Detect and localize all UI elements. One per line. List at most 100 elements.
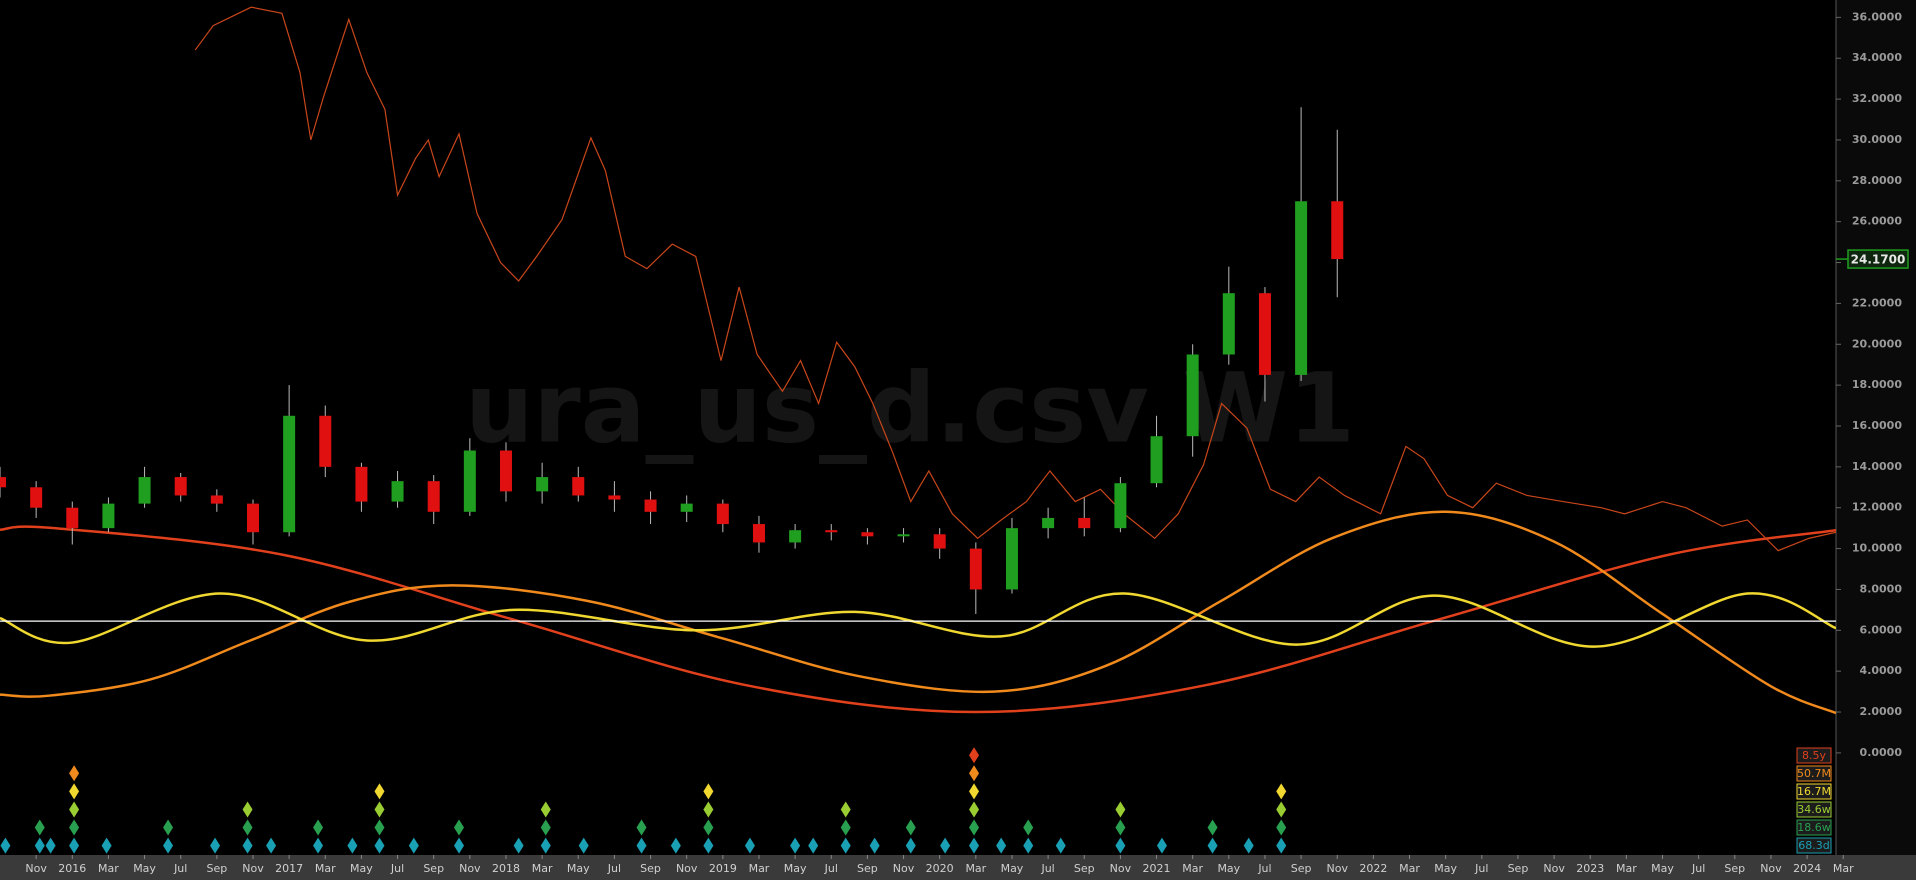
x-tick-label: Nov — [1760, 862, 1782, 875]
time-axis-bar — [0, 855, 1916, 880]
candle-body — [174, 477, 187, 496]
trough-diamond — [101, 837, 112, 854]
candle-body — [499, 450, 512, 492]
x-tick-label: Nov — [1327, 862, 1349, 875]
y-tick-label: 18.0000 — [1852, 378, 1902, 391]
y-tick-label: 34.0000 — [1852, 51, 1902, 64]
trough-diamond — [969, 783, 980, 800]
trough-diamond — [969, 765, 980, 782]
candle-body — [246, 503, 259, 533]
x-tick-label: May — [1651, 862, 1674, 875]
x-tick-label: Jul — [1040, 862, 1054, 875]
trough-diamond — [1276, 837, 1287, 854]
trough-diamond — [905, 819, 916, 836]
x-tick-label: May — [784, 862, 807, 875]
watermark: ura_us_d.csv W1 — [465, 352, 1355, 464]
trough-diamond — [69, 783, 80, 800]
y-tick-label: 6.0000 — [1860, 623, 1903, 636]
trough-diamond — [408, 837, 419, 854]
x-tick-label: Mar — [1616, 862, 1637, 875]
x-tick-label: 2021 — [1143, 862, 1171, 875]
x-tick-label: Jul — [607, 862, 621, 875]
cycle-legend-label: 16.7M — [1797, 785, 1831, 798]
candle-body — [969, 548, 982, 590]
trough-diamond — [1023, 819, 1034, 836]
candle-body — [1005, 528, 1018, 590]
trough-diamond — [45, 837, 56, 854]
x-tick-label: 2017 — [275, 862, 303, 875]
cycle-legend-label: 8.5y — [1802, 749, 1826, 762]
trough-diamond — [69, 819, 80, 836]
x-tick-label: Sep — [857, 862, 878, 875]
x-tick-label: May — [1434, 862, 1457, 875]
x-tick-label: Mar — [315, 862, 336, 875]
x-tick-label: Sep — [1724, 862, 1745, 875]
candle-body — [1150, 436, 1163, 484]
candle-body — [680, 503, 693, 512]
candle-body — [0, 477, 6, 488]
trough-diamond — [242, 819, 253, 836]
cycle-wave — [0, 510, 1836, 715]
y-tick-label: 2.0000 — [1860, 705, 1903, 718]
x-tick-label: Mar — [965, 862, 986, 875]
candle-body — [1331, 201, 1344, 260]
x-tick-label: 2020 — [926, 862, 954, 875]
trough-diamond — [969, 747, 980, 764]
trough-diamond — [1207, 837, 1218, 854]
y-tick-label: 32.0000 — [1852, 92, 1902, 105]
x-tick-label: Sep — [640, 862, 661, 875]
trough-diamond — [869, 837, 880, 854]
trough-diamond — [636, 837, 647, 854]
trough-diamond — [210, 837, 221, 854]
y-tick-label: 22.0000 — [1852, 296, 1902, 309]
cycle-legend-box — [1796, 801, 1832, 818]
x-tick-label: Nov — [459, 862, 481, 875]
trough-diamond — [313, 819, 324, 836]
cycle-legend-box — [1796, 837, 1832, 854]
trough-diamond — [454, 819, 464, 836]
x-tick-label: May — [133, 862, 156, 875]
candle-body — [66, 507, 79, 529]
candle-body — [391, 481, 404, 502]
x-tick-label: 2016 — [58, 862, 86, 875]
x-tick-label: Nov — [25, 862, 47, 875]
trough-diamond — [540, 837, 551, 854]
trough-diamond — [905, 837, 916, 854]
candle-body — [536, 477, 549, 492]
y-tick-label: 14.0000 — [1852, 460, 1902, 473]
x-tick-label: Jul — [1474, 862, 1488, 875]
x-tick-label: May — [350, 862, 373, 875]
candle-body — [716, 503, 729, 525]
x-tick-label: Mar — [1833, 862, 1854, 875]
x-tick-label: 2019 — [709, 862, 737, 875]
y-tick-label: 28.0000 — [1852, 174, 1902, 187]
candle-body — [1258, 293, 1271, 375]
trough-diamond — [670, 837, 681, 854]
trough-diamond — [266, 837, 277, 854]
candle-body — [1078, 517, 1091, 529]
x-tick-label: Sep — [1291, 862, 1312, 875]
trough-diamond — [1207, 819, 1218, 836]
x-tick-label: May — [1217, 862, 1240, 875]
trough-diamond — [374, 819, 385, 836]
cycle-legend-label: 34.6w — [1797, 803, 1831, 816]
trough-diamond — [969, 837, 980, 854]
cycle-legend-box — [1796, 819, 1832, 836]
x-tick-label: Sep — [206, 862, 227, 875]
candle-body — [427, 481, 440, 512]
candle-body — [608, 495, 621, 500]
x-tick-label: Nov — [242, 862, 264, 875]
y-tick-label: 8.0000 — [1860, 582, 1903, 595]
y-tick-label: 20.0000 — [1852, 337, 1902, 350]
y-tick-label: 30.0000 — [1852, 133, 1902, 146]
cycle-legend-label: 50.7M — [1797, 767, 1831, 780]
trough-diamond — [1115, 837, 1126, 854]
candle-body — [1042, 517, 1055, 529]
trough-diamond — [840, 801, 851, 818]
x-tick-label: Mar — [749, 862, 770, 875]
x-tick-label: Jul — [1257, 862, 1271, 875]
x-tick-label: Jul — [390, 862, 404, 875]
x-tick-label: Mar — [98, 862, 119, 875]
x-tick-label: 2022 — [1359, 862, 1387, 875]
